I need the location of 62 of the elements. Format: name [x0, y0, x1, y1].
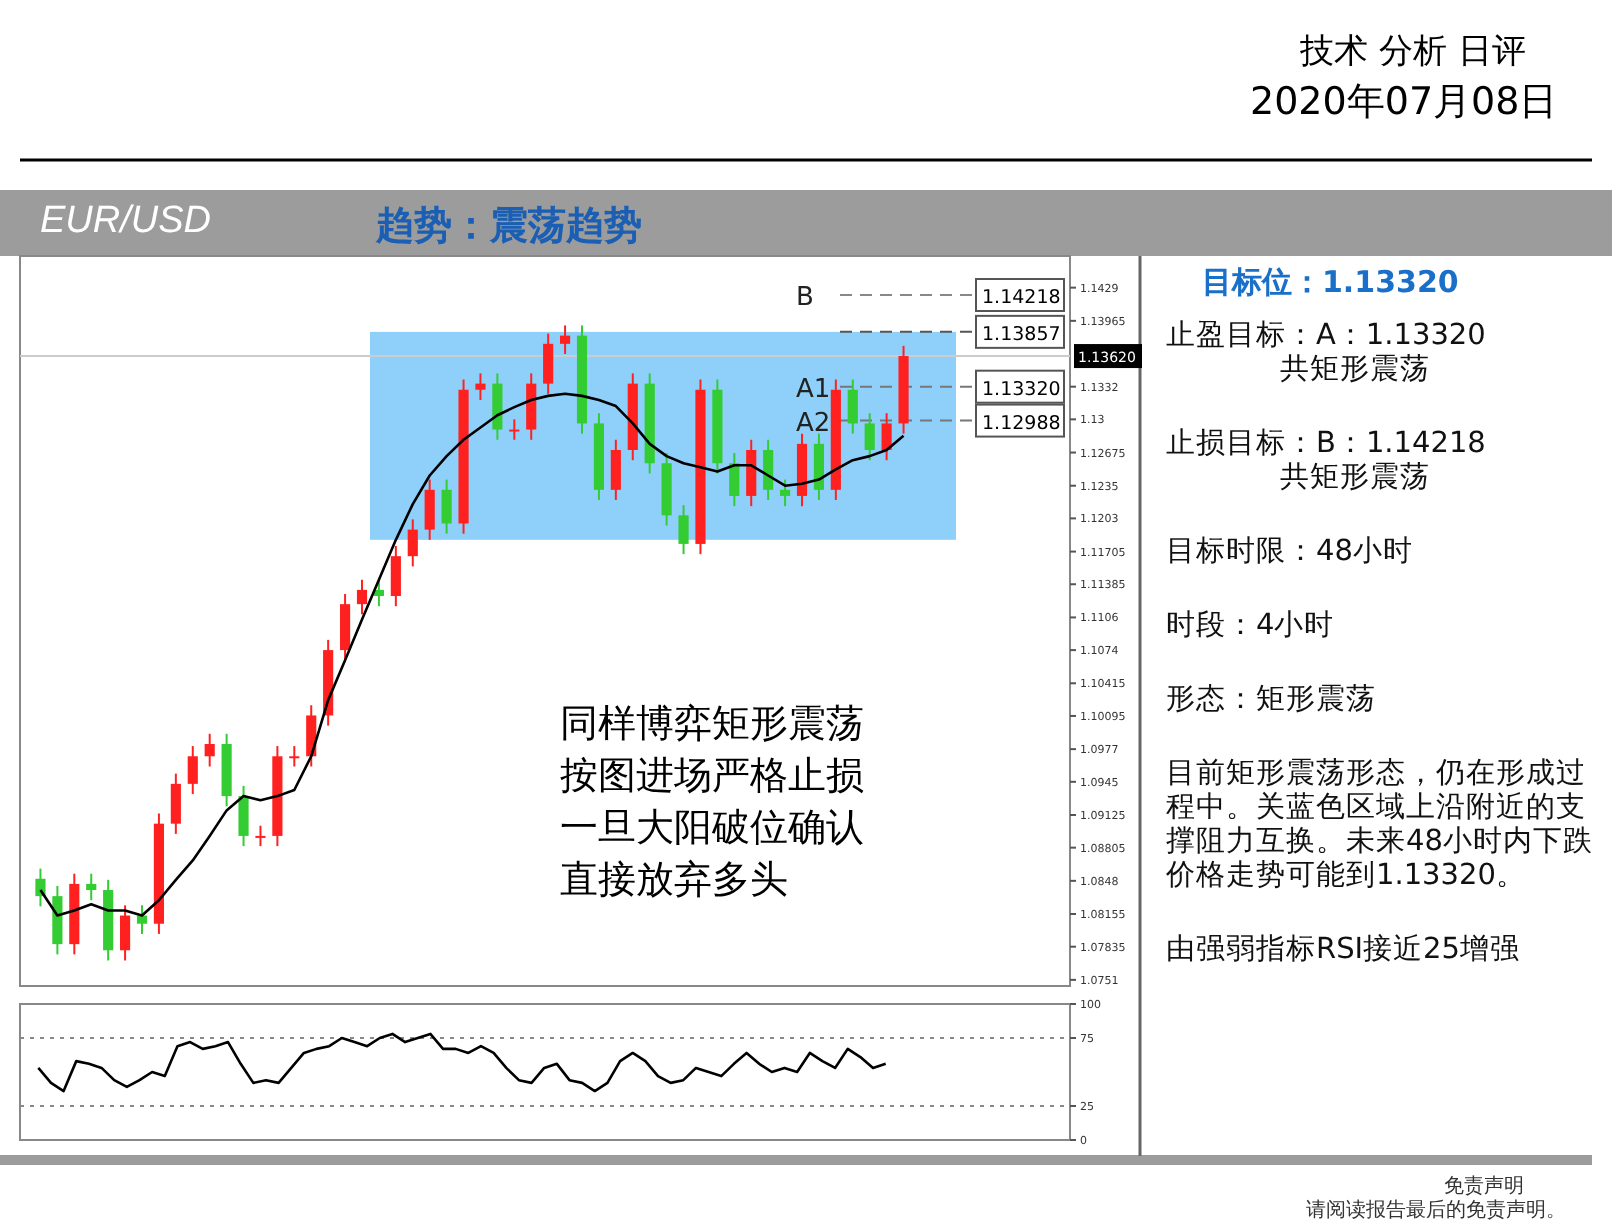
annotation: 同样博弈矩形震荡 [560, 700, 864, 750]
annotation: 一旦大阳破位确认 [560, 804, 864, 854]
text: 时段：4小时 [1166, 610, 1337, 644]
candlestick [373, 578, 384, 608]
annotation: A2 [796, 408, 831, 439]
candlestick [390, 544, 401, 608]
text: 共矩形震荡 [1280, 462, 1432, 496]
candlestick [120, 904, 131, 962]
ref-line-label: 1.12988 [982, 412, 1061, 435]
candlestick [424, 478, 435, 541]
ref-line-label: 1.13320 [982, 378, 1061, 401]
candlestick [238, 784, 249, 848]
candlestick [136, 904, 148, 935]
candlestick [881, 412, 892, 462]
text: 止损目标：B：1.14218 [1166, 428, 1488, 462]
candlestick [52, 884, 63, 956]
candlestick [780, 478, 791, 508]
text: 目标位：1.13320 [1202, 264, 1461, 300]
text: 形态：矩形震荡 [1166, 684, 1378, 718]
candlestick [441, 478, 452, 535]
candlestick [86, 872, 97, 902]
candlestick [560, 324, 571, 356]
candlestick [729, 452, 740, 508]
candlestick [763, 438, 774, 502]
text: 由强弱指标RSI接近25增强 [1166, 934, 1523, 968]
candlestick [187, 745, 198, 796]
chart-title: EUR/USD [40, 200, 212, 244]
annotation: 按图进场严格止损 [560, 752, 864, 802]
candlestick [356, 578, 368, 616]
candlestick [255, 824, 266, 848]
candlestick [509, 418, 520, 441]
candlestick [475, 372, 486, 401]
candlestick [526, 372, 537, 441]
text: 目前矩形震荡形态，仍在形成过程中。关蓝色区域上沿附近的支撑阻力互换。未来48小时内下跌价格走势可能到1.13320。 [1166, 758, 1595, 894]
text: 目标时限：48小时 [1166, 536, 1415, 570]
ref-line-label: 1.13857 [982, 323, 1061, 346]
text: 请阅读报告最后的免责声明。 [1306, 1197, 1566, 1224]
text: 技术 分析 日评 [1300, 30, 1526, 74]
candlestick [847, 378, 858, 435]
candlestick [746, 438, 757, 508]
line-series [37, 1032, 887, 1093]
annotation: 直接放弃多头 [560, 856, 788, 906]
candlestick [35, 867, 46, 908]
chart-subtitle: 趋势：震荡趋势 [376, 202, 642, 252]
candlestick [813, 432, 824, 502]
candlestick [407, 518, 418, 568]
annotation: B [796, 283, 814, 313]
candlestick [610, 438, 621, 502]
candlestick [543, 332, 554, 395]
text: 2020年07月08日 [1250, 78, 1558, 128]
candlestick [492, 372, 503, 441]
candlestick [204, 732, 215, 768]
candlestick [864, 412, 875, 462]
candlestick [340, 592, 351, 662]
candlestick [289, 745, 300, 768]
text: 共矩形震荡 [1280, 354, 1432, 388]
candlestick [678, 504, 689, 556]
annotation: A1 [796, 374, 831, 405]
ref-line-label: 1.14218 [982, 287, 1061, 309]
text: 免责声明 [1444, 1173, 1524, 1199]
text: 止盈目标：A：1.13320 [1166, 320, 1488, 354]
candlestick [170, 772, 181, 835]
